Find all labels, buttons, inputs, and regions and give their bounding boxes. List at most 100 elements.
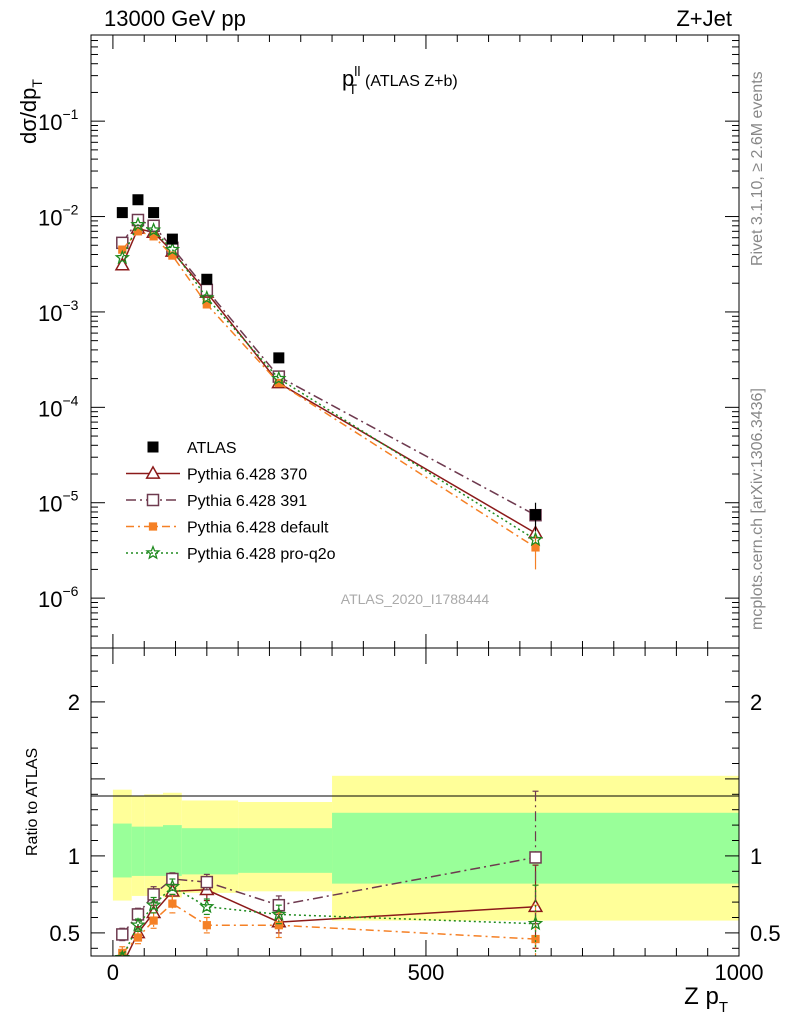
ratio-data-point	[168, 899, 177, 908]
ratio-data-point	[274, 921, 283, 930]
analysis-watermark: ATLAS_2020_I1788444	[341, 591, 490, 607]
legend-label: Pythia 6.428 default	[187, 520, 329, 537]
main-axis-ticks: 10−6 10−5 10−4 10−3 10−2 10−1	[38, 34, 740, 649]
ratio-data-point	[145, 897, 162, 912]
xlabel-main: Z p	[684, 983, 719, 1010]
ratio-ytick-label-left: 2	[68, 690, 80, 715]
rivet-version-label: Rivet 3.1.10, ≥ 2.6M events	[749, 71, 766, 266]
ratio-ytick-label-left: 1	[68, 844, 80, 869]
ratio-inner-band	[144, 826, 163, 876]
ratio-inner-band	[181, 828, 239, 875]
ratio-ylabel: Ratio to ATLAS	[24, 748, 41, 856]
ratio-panel-frame	[90, 647, 740, 957]
ratio-data-point	[164, 878, 181, 894]
title-suffix: (ATLAS Z+b)	[365, 73, 458, 90]
main-ytick-label: 10−2	[38, 202, 79, 231]
main-series-pythia-6-428-pro-q2o	[114, 216, 544, 547]
title-sub: T	[348, 81, 357, 97]
legend-label: ATLAS	[187, 440, 237, 457]
header-process-label: Z+Jet	[676, 6, 732, 31]
main-ytick-label: 10−3	[38, 297, 79, 326]
ratio-ytick-label-left: 0.5	[49, 921, 80, 946]
legend-marker	[145, 544, 161, 560]
main-data-point	[114, 256, 130, 271]
main-panel: 10−6 10−5 10−4 10−3 10−2 10−1 pll T (ATLAS Z+b)…	[16, 34, 740, 649]
legend-label: Pythia 6.428 370	[187, 467, 307, 484]
main-ytick-label: 10−6	[38, 583, 79, 612]
title-p: p	[342, 66, 354, 91]
main-data-point	[149, 232, 158, 241]
main-series-line	[121, 219, 536, 516]
ratio-data-point	[199, 898, 215, 914]
ratio-data-point	[130, 917, 146, 932]
legend-marker	[147, 441, 159, 453]
main-data-point	[145, 222, 162, 237]
main-data-point	[148, 207, 160, 219]
main-data-point	[527, 531, 544, 547]
ratio-inner-band	[163, 825, 182, 876]
header-energy-label: 13000 GeV pp	[104, 6, 246, 31]
ratio-inner-band	[112, 823, 132, 878]
main-data-point	[202, 300, 211, 309]
ratio-data-point	[529, 851, 542, 864]
main-ytick-label: 10−1	[38, 106, 79, 135]
main-data-point	[130, 216, 146, 232]
ratio-ytick-label-right: 0.5	[750, 921, 781, 946]
main-series-pythia-6-428-default	[118, 227, 540, 570]
ratio-inner-band	[131, 826, 145, 876]
main-series-atlas	[116, 194, 542, 532]
main-data-point	[114, 249, 130, 265]
main-series-pythia-6-428-370	[114, 220, 544, 539]
main-ytick-label: 10−4	[38, 392, 79, 421]
ratio-series-pythia-6-428-pro-q2o	[114, 878, 544, 956]
ratio-xtick-label: 1000	[715, 960, 764, 985]
ratio-data-point	[133, 933, 143, 942]
main-data-point	[164, 241, 181, 257]
xlabel-sub: T	[719, 999, 728, 1016]
ratio-series-clipped	[114, 790, 544, 956]
title-sup: ll	[354, 63, 360, 79]
ylabel-text: dσ/dp	[16, 88, 41, 144]
main-data-point	[132, 194, 144, 206]
main-data-point	[166, 233, 178, 245]
main-data-point	[273, 352, 285, 364]
legend-label: Pythia 6.428 391	[187, 493, 307, 510]
ratio-panel: 0.5 0.5 1 1 2 2 0 500 1000 Ratio to ATLAS	[24, 647, 781, 985]
ratio-xtick-label: 500	[408, 960, 445, 985]
main-data-point	[530, 509, 542, 521]
ratio-data-point	[116, 928, 129, 941]
main-data-point	[271, 370, 287, 386]
main-title: pll T (ATLAS Z+b)	[342, 63, 458, 97]
main-data-point	[147, 219, 160, 233]
legend-label: Pythia 6.428 pro-q2o	[187, 546, 336, 563]
main-series-group	[114, 194, 544, 570]
ratio-series-group	[114, 790, 544, 956]
ratio-data-point	[202, 921, 211, 930]
ratio-data-point	[200, 875, 214, 889]
ratio-data-point	[271, 906, 287, 921]
main-data-point	[274, 378, 283, 388]
main-data-point	[168, 251, 177, 260]
mcplots-label: mcplots.cern.ch [arXiv:1306.3436]	[749, 388, 766, 630]
ylabel-sub: T	[29, 79, 45, 88]
ratio-data-point	[527, 915, 544, 931]
main-data-point	[116, 207, 128, 219]
main-series-line	[121, 223, 536, 541]
ratio-data-point	[149, 916, 158, 925]
main-data-point	[531, 543, 540, 552]
ratio-ytick-label-right: 1	[750, 844, 762, 869]
legend-marker	[145, 465, 161, 479]
legend: ATLAS Pythia 6.428 370 Pythia 6.428 391 Pyt…	[126, 440, 336, 563]
ratio-inner-band	[238, 828, 333, 873]
main-ytick-label: 10−5	[38, 488, 79, 517]
main-data-point	[199, 289, 215, 305]
x-axis-label: Z pT	[684, 983, 728, 1016]
ratio-data-point	[531, 934, 540, 944]
main-data-point	[133, 227, 143, 236]
ratio-ytick-label-right: 2	[750, 690, 762, 715]
main-series-line	[121, 227, 536, 534]
main-data-point	[201, 273, 213, 285]
legend-marker	[148, 522, 158, 531]
main-data-point	[200, 283, 214, 297]
